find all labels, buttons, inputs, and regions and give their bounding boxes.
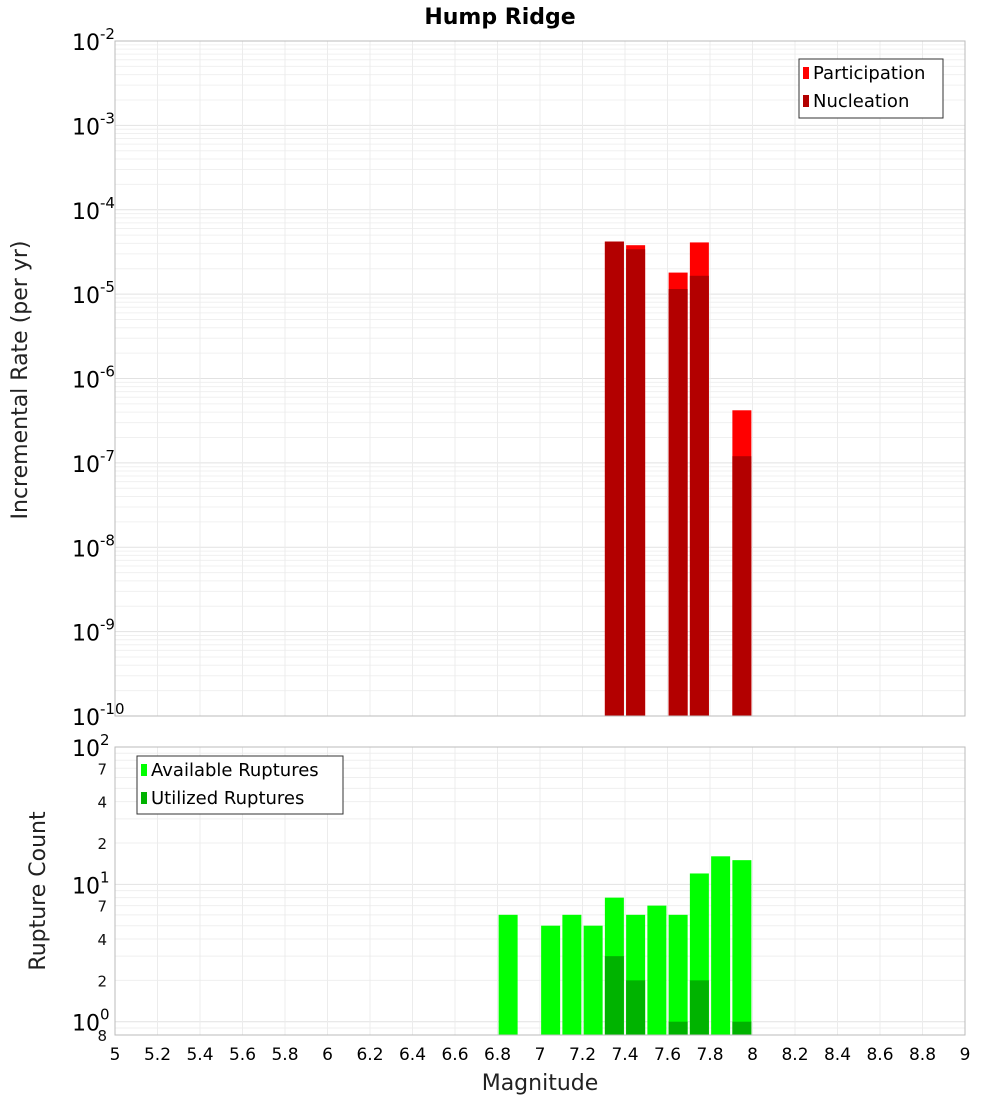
x-tick-label: 6.4 [399,1045,426,1065]
utilized-ruptures-bar [626,980,646,1035]
available-ruptures-bar [711,856,731,1035]
x-tick-label: 8.8 [909,1045,936,1065]
x-tick-label: 9 [960,1045,971,1065]
bottom-y-minor-tick-label: 2 [97,972,107,990]
top-y-tick-label: 10-6 [72,363,115,394]
available-ruptures-bar [668,914,688,1035]
x-axis-label: Magnitude [482,1071,599,1096]
utilized-ruptures-bar [732,1021,752,1035]
x-tick-label: 5 [110,1045,121,1065]
nucleation-bar [732,456,752,716]
x-tick-label: 8.2 [781,1045,808,1065]
top-y-tick-label: 10-7 [72,447,115,478]
bottom-y-axis-label: Rupture Count [26,811,51,971]
available-ruptures-bar [647,905,667,1035]
bottom-panel-bars [498,856,752,1035]
nucleation-bar [689,275,709,716]
top-y-tick-label: 10-4 [72,194,115,225]
nucleation-bar [668,289,688,716]
top-legend-box [798,58,944,119]
available-ruptures-bar [732,860,752,1035]
top-legend: Participation Nucleation [798,58,944,119]
top-panel-frame [114,40,966,717]
x-tick-label: 7.2 [569,1045,596,1065]
available-ruptures-bar [498,914,518,1035]
nucleation-bar [604,241,624,717]
available-ruptures-bar [562,914,582,1035]
utilized-ruptures-bar [668,1021,688,1035]
x-tick-label: 5.2 [144,1045,171,1065]
bottom-y-major-tick-label: 102 [72,731,110,762]
bottom-y-major-tick-label: 101 [72,868,110,899]
legend-swatch [141,764,147,776]
top-y-tick-label: 10-9 [72,616,115,647]
x-tick-label: 6.2 [356,1045,383,1065]
top-y-tick-label: 10-8 [72,531,115,562]
bottom-panel-frame [114,746,966,1036]
utilized-ruptures-bar [689,980,709,1035]
legend-label: Nucleation [813,91,909,112]
top-y-tick-label: 10-5 [72,278,115,309]
x-tick-label: 6 [322,1045,333,1065]
top-panel-grid [114,41,966,717]
top-y-tick-label: 10-3 [72,109,115,140]
legend-label: Available Ruptures [151,760,319,781]
bottom-y-minor-tick-label: 4 [97,794,107,812]
x-tick-label: 8.6 [866,1045,893,1065]
x-tick-label: 5.8 [271,1045,298,1065]
bottom-y-minor-tick-label: 7 [97,898,107,916]
x-tick-label: 8.4 [824,1045,851,1065]
x-tick-label: 8 [747,1045,758,1065]
x-tick-label: 5.6 [229,1045,256,1065]
x-tick-label: 7 [535,1045,546,1065]
bottom-y-minor-tick-label: 4 [97,931,107,949]
x-tick-labels: 5 5.2 5.4 5.6 5.8 6 6.2 6.4 6.6 6.8 7 7.2 7.4 7.6 7.8 8… [110,1045,971,1065]
bottom-y-minor-tick-label: 2 [97,835,107,853]
bottom-legend-box [136,755,344,815]
bottom-y-major-tick-label: 100 [72,1006,110,1037]
legend-label: Participation [813,63,925,84]
top-y-axis-label: Incremental Rate (per yr) [8,241,33,520]
available-ruptures-bar [583,925,603,1035]
utilized-ruptures-bar [604,956,624,1035]
x-tick-label: 7.6 [654,1045,681,1065]
top-y-tick-label: 10-2 [72,25,115,56]
legend-swatch [803,95,809,107]
bottom-legend: Available Ruptures Utilized Ruptures [136,755,344,815]
bottom-y-tick-labels: 102 101 100 7 4 2 7 4 2 8 [72,731,110,1045]
legend-label: Utilized Ruptures [151,788,304,809]
legend-swatch [803,67,809,79]
top-panel-bars [604,241,752,717]
top-y-tick-labels: 10-2 10-3 10-4 10-5 10-6 10-7 10-8 10-9 10-10 [72,25,125,731]
bottom-y-minor-tick-label: 7 [97,760,107,778]
available-ruptures-bar [541,925,561,1035]
legend-swatch [141,792,147,804]
x-tick-label: 6.8 [484,1045,511,1065]
nucleation-bar [626,249,646,716]
bottom-y-minor-tick-label: 8 [97,1027,107,1045]
x-tick-label: 5.4 [186,1045,213,1065]
top-y-tick-label: 10-10 [72,700,125,731]
x-tick-label: 6.6 [441,1045,468,1065]
x-tick-label: 7.8 [696,1045,723,1065]
chart-title: Hump Ridge [424,5,575,30]
x-tick-label: 7.4 [611,1045,638,1065]
